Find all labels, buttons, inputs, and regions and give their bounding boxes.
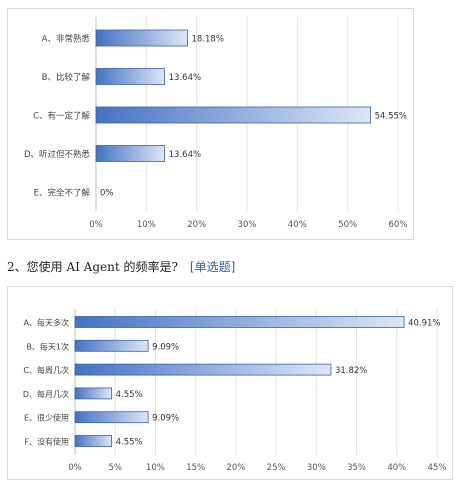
x-tick-label: 0%: [89, 220, 103, 230]
category-label: C、有一定了解: [33, 111, 90, 122]
bar: [74, 411, 149, 424]
x-tick-label: 15%: [186, 463, 205, 473]
category-label: D、每月几次: [23, 389, 69, 399]
data-label: 54.55%: [375, 112, 407, 122]
bar: [95, 68, 166, 85]
category-label: B、每天1次: [26, 341, 69, 351]
bar: [95, 29, 188, 47]
x-tick-label: 20%: [187, 220, 206, 230]
chart-usage-frequency: 0% 5% 10% 15% 20% 25% 30% 35% 40% 45% A、每天多次 40.91%…: [7, 286, 453, 480]
x-tick-label: 40%: [288, 220, 307, 230]
x-tick-label: 0%: [68, 463, 82, 473]
category-label: A、非常熟悉: [42, 34, 91, 45]
data-label: 31.82%: [335, 366, 367, 376]
x-tick-label: 45%: [428, 463, 447, 473]
data-label: 18.18%: [192, 35, 224, 45]
x-tick-label: 20%: [226, 463, 245, 473]
bar: [74, 387, 113, 400]
category-label: C、每周几次: [23, 365, 69, 375]
data-label: 4.55%: [116, 438, 143, 448]
x-tick-label: 35%: [347, 463, 366, 473]
x-tick-label: 10%: [137, 220, 156, 230]
bar: [95, 145, 166, 162]
bar: [95, 106, 371, 124]
bar: [74, 363, 332, 376]
data-label: 9.09%: [152, 414, 179, 424]
data-label: 9.09%: [152, 342, 179, 352]
x-tick-label: 60%: [389, 220, 408, 230]
x-tick-label: 50%: [338, 220, 357, 230]
x-tick-label: 10%: [146, 463, 165, 473]
usage-frequency-bar-chart: 0% 5% 10% 15% 20% 25% 30% 35% 40% 45% A、每天多次 40.91%…: [23, 309, 447, 473]
question-2-text: 2、您使用 AI Agent 的频率是?: [7, 260, 178, 274]
category-label: A、每天多次: [24, 318, 69, 328]
data-label: 40.91%: [408, 319, 440, 329]
x-tick-label: 5%: [108, 463, 122, 473]
category-label: E、很少使用: [24, 413, 69, 423]
data-label: 4.55%: [116, 390, 143, 400]
x-tick-label: 25%: [267, 463, 286, 473]
question-type-tag: [单选题]: [189, 260, 236, 274]
x-tick-label: 30%: [307, 463, 326, 473]
category-label: F、没有使用: [24, 437, 69, 447]
x-tick-label: 40%: [387, 463, 406, 473]
category-label: B、比较了解: [42, 72, 91, 83]
chart-familiarity: 0% 10% 20% 30% 40% 50% 60% A、非常熟悉 18.18% B、比较了解 13…: [7, 8, 414, 240]
category-label: E、完全不了解: [34, 188, 91, 199]
question-2-title: 2、您使用 AI Agent 的频率是? [单选题]: [7, 258, 235, 275]
data-label: 13.64%: [169, 150, 201, 160]
bar: [74, 435, 113, 447]
data-label: 0%: [100, 189, 114, 199]
familiarity-bar-chart: 0% 10% 20% 30% 40% 50% 60% A、非常熟悉 18.18% B、比较了解 13…: [24, 17, 408, 230]
bar: [74, 316, 405, 328]
category-label: D、听过但不熟悉: [24, 149, 91, 160]
data-label: 13.64%: [169, 73, 201, 83]
bar: [74, 339, 149, 352]
x-tick-label: 30%: [238, 220, 257, 230]
